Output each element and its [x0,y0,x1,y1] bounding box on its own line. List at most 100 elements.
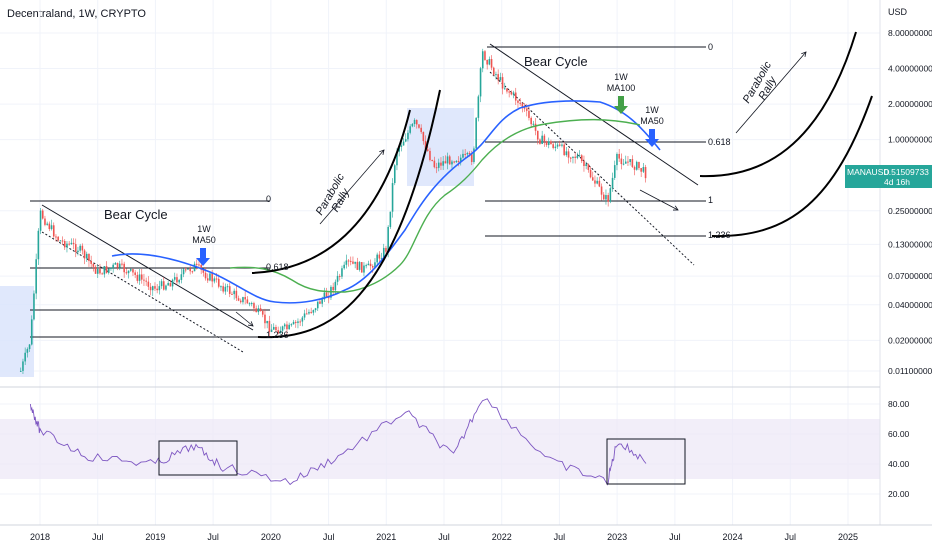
candle-body [299,321,301,323]
candle-body [319,301,321,304]
price-tick-4: 0.25000000 [888,206,932,216]
candle-body [578,155,581,157]
price-axis-unit: USD [888,7,908,17]
candle-body [44,218,46,225]
channel-line-1 [41,231,244,353]
candle-body [57,236,59,241]
candle-body [173,277,176,280]
candle-body [156,288,158,291]
rally-arrow-1-head [379,149,385,155]
channel-line-0 [41,204,254,331]
moving-averages [111,100,661,304]
candle-body [253,303,255,309]
candle-body [292,321,295,325]
price-tick-0: 8.00000000 [888,28,932,38]
candle-body [442,161,444,166]
ma100-label-line2: MA100 [607,83,636,93]
candle-body [534,123,537,131]
candle-body [259,308,262,312]
candle-body [365,265,367,267]
parabolic-curves [251,31,873,339]
candle-body [237,298,240,301]
candle-body [138,274,141,281]
time-tick-7: Jul [438,532,450,542]
candle-body [327,297,330,299]
candle-body [611,177,614,189]
candle-body [180,274,183,280]
candle-body [92,263,95,267]
candle-body [539,139,541,144]
parabolic-curve-2 [699,31,857,178]
candle-body [629,159,631,163]
axes: USD [0,0,932,526]
candle-body [486,59,488,65]
candle-body [475,117,477,149]
candle-body [55,236,57,238]
ma100-label-line1: 1W [614,72,628,82]
candle-body [389,211,392,227]
candle-body [26,349,29,353]
candle-body [338,275,341,277]
candle-body [226,286,229,288]
candle-body [358,262,361,270]
candle-body [103,266,106,275]
candle-body [607,195,609,202]
candle-body [213,278,216,282]
time-axis-ticks: 2018 Jul 2019 Jul 2020 Jul 2021 Jul 2022 Jul 2023 J… [30,532,858,542]
candle-body [378,254,381,259]
candle-body [545,141,548,145]
candle-body [622,163,625,165]
candle-body [488,59,491,65]
candle-body [294,321,297,323]
channel-line-3 [489,71,695,266]
candle-body [248,303,251,305]
rsi-boxes [158,438,686,485]
candle-body [484,51,486,60]
candle-body [41,210,44,219]
candle-body [266,320,268,324]
candle-body [39,210,42,231]
ma50-line [111,100,661,304]
candle-body [422,131,425,142]
candle-body [110,267,112,269]
candle-body [81,245,84,251]
candle-body [345,260,348,265]
candle-body [616,153,618,166]
candle-body [462,153,464,158]
candle-body [336,275,339,282]
candle-body [105,266,108,273]
candle-body [391,183,394,212]
candle-body [600,186,603,195]
candle-body [176,277,178,283]
ma100-line [229,118,641,293]
ma50-label-2-line2: MA50 [640,116,664,126]
candle-body [28,344,31,350]
candle-body [316,301,319,309]
candle-body [246,299,249,304]
candle-body [565,151,568,156]
candle-body [352,261,354,264]
candle-body [587,164,590,170]
time-tick-13: Jul [785,532,797,542]
channels [41,43,699,353]
price-tick-8: 0.02000000 [888,335,932,345]
bear-cycle-label-2: Bear Cycle [524,54,588,69]
time-tick-0: 2018 [30,532,50,542]
candle-body [380,258,383,260]
candles [19,48,647,374]
candle-body [431,159,433,161]
candle-body [363,265,365,273]
ma50-label-1-line1: 1W [197,224,211,234]
bear-cycle-label-1: Bear Cycle [104,207,168,222]
candle-body [239,300,242,303]
last-price-label: 0.51509733 [884,167,929,177]
candle-body [404,139,407,142]
candle-body [589,169,592,178]
candle-body [290,324,293,326]
price-badge: MANAUSD 0.51509733 4d 16h [845,165,932,188]
candle-body [354,261,356,264]
candle-body [94,266,97,274]
candle-body [477,96,480,118]
price-tick-5: 0.13000000 [888,239,932,249]
